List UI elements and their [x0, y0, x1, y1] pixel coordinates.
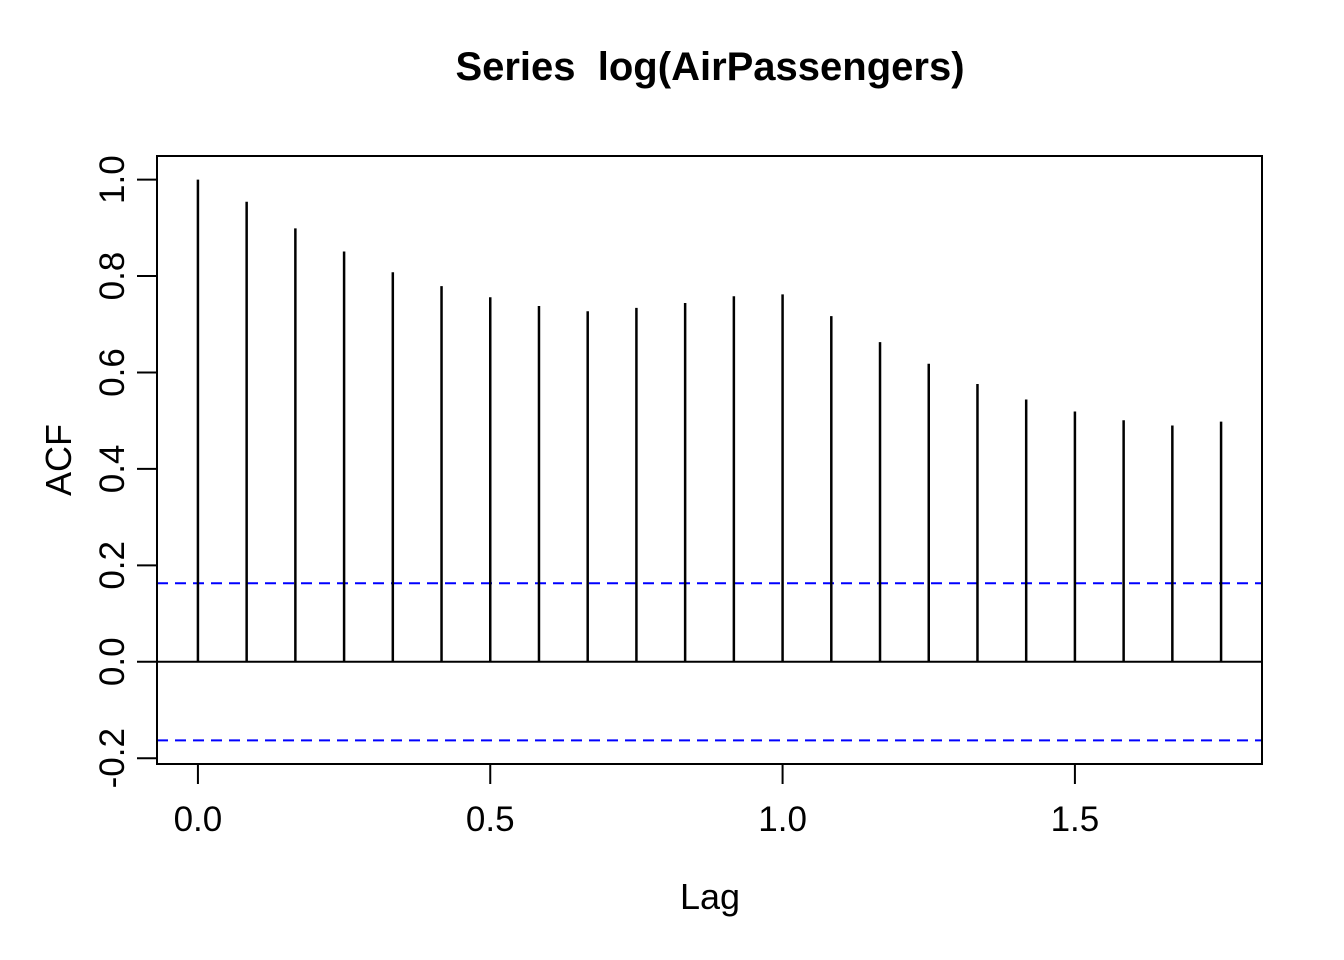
x-tick-label: 1.0: [758, 800, 807, 839]
x-tick-label: 0.0: [174, 800, 223, 839]
chart-title: Series log(AirPassengers): [455, 45, 964, 89]
x-tick-label: 0.5: [466, 800, 515, 839]
y-axis-label: ACF: [38, 424, 79, 496]
y-tick-label: 0.2: [93, 541, 132, 590]
y-tick-label: 1.0: [93, 155, 132, 204]
y-tick-label: -0.2: [93, 728, 132, 788]
y-tick-label: 0.8: [93, 252, 132, 301]
x-axis-label: Lag: [680, 876, 740, 917]
y-tick-label: 0.0: [93, 637, 132, 686]
y-tick-label: 0.6: [93, 348, 132, 397]
plot-box: [156, 155, 1263, 765]
plot-area: -0.2 0.0 0.2 0.4 0.6 0.8 1.0 0.0 0.5 1.0 1.5: [93, 155, 1263, 839]
x-tick-label: 1.5: [1051, 800, 1100, 839]
y-tick-label: 0.4: [93, 445, 132, 494]
